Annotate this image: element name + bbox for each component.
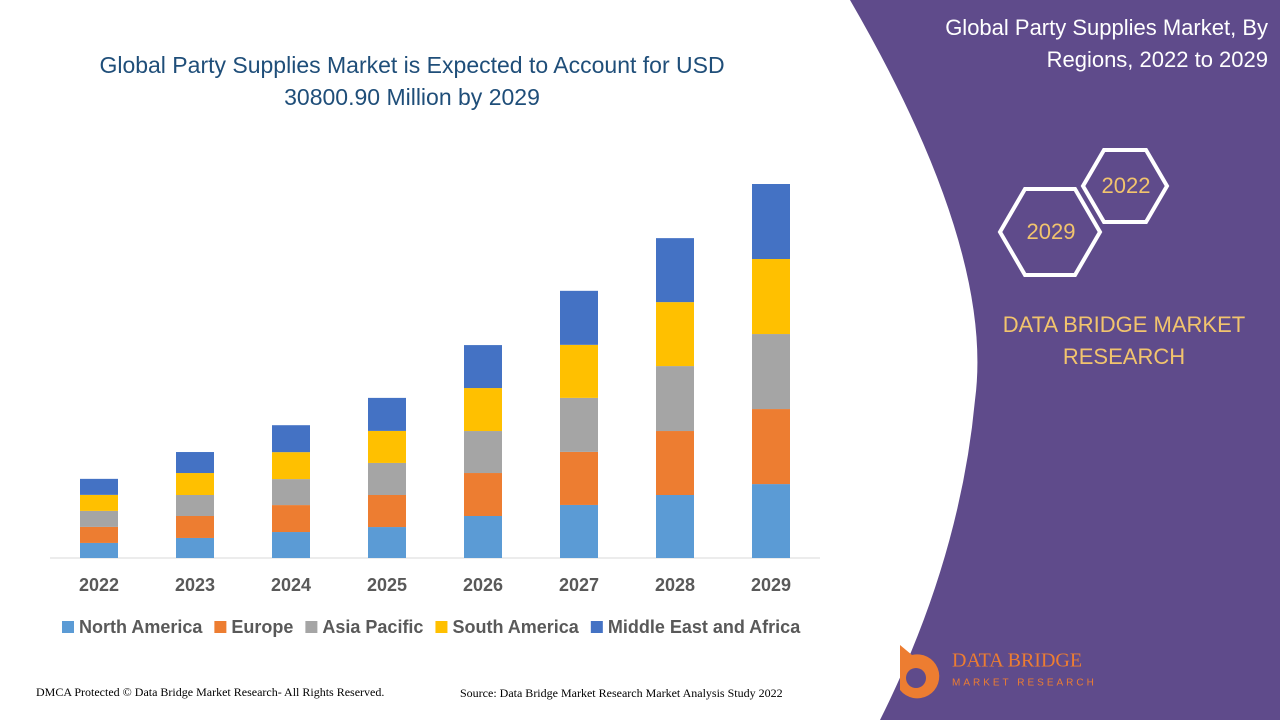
bar-segment [464, 515, 502, 558]
legend-label: Europe [231, 617, 293, 637]
bar-segment [560, 451, 598, 505]
bar-segment [752, 484, 790, 558]
legend-label: South America [452, 617, 579, 637]
bar-segment [560, 344, 598, 398]
panel-title: Global Party Supplies Market, By [945, 15, 1268, 40]
bar-segment [272, 479, 310, 506]
legend-swatch [435, 621, 448, 633]
bar-segment [176, 537, 214, 558]
x-tick-label: 2026 [463, 575, 503, 595]
legend-swatch [214, 621, 227, 633]
bar-segment [464, 388, 502, 432]
footer-copyright: DMCA Protected © Data Bridge Market Rese… [36, 685, 384, 699]
bar-segment [752, 259, 790, 335]
bar-segment [176, 494, 214, 516]
bar-segment [368, 527, 406, 558]
footer-source: Source: Data Bridge Market Research Mark… [460, 686, 783, 700]
logo: DATA BRIDGE MARKET RESEARCH [900, 645, 1097, 699]
legend-swatch [590, 621, 603, 633]
bar-segment [80, 478, 118, 495]
bar-segment [656, 366, 694, 432]
brand-text: DATA BRIDGE MARKET [1003, 312, 1245, 337]
x-tick-label: 2027 [559, 575, 599, 595]
bar-segment [368, 430, 406, 463]
x-tick-label: 2024 [271, 575, 311, 595]
x-tick-label: 2025 [367, 575, 407, 595]
bar-segment [176, 515, 214, 538]
x-tick-label: 2028 [655, 575, 695, 595]
bar-segment [560, 397, 598, 452]
bar-segment [656, 494, 694, 558]
panel-title: Regions, 2022 to 2029 [1047, 47, 1268, 72]
x-tick-label: 2029 [751, 575, 791, 595]
x-tick-label: 2023 [175, 575, 215, 595]
bar-segment [368, 397, 406, 431]
chart-title: 30800.90 Million by 2029 [284, 84, 540, 110]
bar-segment [80, 494, 118, 511]
bar-segment [272, 505, 310, 533]
bar-segment [464, 431, 502, 474]
bar-segment [80, 526, 118, 543]
bar-segment [464, 345, 502, 389]
side-panel [850, 0, 1280, 720]
bar-segment [752, 184, 790, 260]
legend-label: Middle East and Africa [608, 617, 801, 637]
bar-segment [752, 334, 790, 410]
logo-mark [906, 668, 926, 688]
logo-tagline: MARKET RESEARCH [952, 678, 1097, 689]
brand-text: RESEARCH [1063, 344, 1185, 369]
legend-label: Asia Pacific [322, 617, 423, 637]
hex-year: 2022 [1102, 173, 1151, 198]
bar-segment [368, 494, 406, 528]
bar-segment [272, 452, 310, 480]
hex-year: 2029 [1027, 219, 1076, 244]
x-tick-label: 2022 [79, 575, 119, 595]
bar-segment [656, 238, 694, 303]
bar-segment [464, 473, 502, 516]
chart-title: Global Party Supplies Market is Expected… [99, 52, 724, 78]
hexagon [1080, 148, 1170, 224]
legend-label: North America [79, 617, 203, 637]
bar-segment [368, 462, 406, 495]
bar-segment [656, 431, 694, 495]
logo-name: DATA BRIDGE [952, 650, 1082, 672]
legend-swatch [62, 621, 74, 633]
bar-segment [176, 452, 214, 474]
bar-segment [176, 473, 214, 495]
bar-segment [656, 302, 694, 367]
bar-segment [560, 290, 598, 345]
bar-segment [272, 532, 310, 558]
hexagon [997, 187, 1103, 277]
legend-swatch [305, 621, 318, 633]
bar-segment [80, 542, 118, 558]
bar-segment [80, 510, 118, 527]
bar-segment [272, 425, 310, 453]
bar-segment [752, 409, 790, 485]
bar-segment [560, 504, 598, 558]
